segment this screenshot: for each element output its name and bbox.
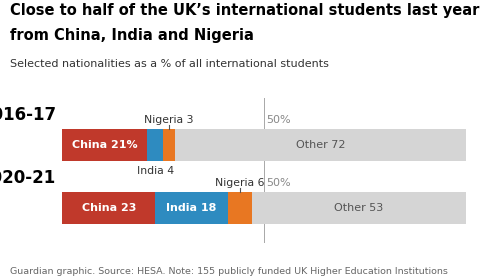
Text: 50%: 50% [266, 178, 291, 188]
Text: Nigeria 3: Nigeria 3 [144, 115, 194, 125]
Bar [147, 129, 163, 161]
Text: Other 53: Other 53 [334, 203, 384, 213]
Text: Nigeria 6: Nigeria 6 [215, 178, 264, 188]
Text: India 18: India 18 [166, 203, 216, 213]
Text: Selected nationalities as a % of all international students: Selected nationalities as a % of all int… [10, 59, 328, 69]
Text: 50%: 50% [266, 115, 291, 125]
Text: 2020-21: 2020-21 [0, 169, 56, 187]
Text: Close to half of the UK’s international students last year came: Close to half of the UK’s international … [10, 3, 480, 18]
Text: 2016-17: 2016-17 [0, 105, 56, 124]
Bar [62, 192, 155, 224]
Text: India 4: India 4 [137, 166, 174, 176]
Bar [155, 192, 228, 224]
Bar [252, 192, 466, 224]
Text: China 21%: China 21% [72, 140, 138, 150]
Text: China 23: China 23 [82, 203, 136, 213]
Text: Guardian graphic. Source: HESA. Note: 155 publicly funded UK Higher Education In: Guardian graphic. Source: HESA. Note: 15… [10, 267, 447, 276]
Bar [62, 129, 147, 161]
Bar [228, 192, 252, 224]
Text: Other 72: Other 72 [296, 140, 345, 150]
Bar [175, 129, 466, 161]
Text: from China, India and Nigeria: from China, India and Nigeria [10, 28, 253, 43]
Bar [163, 129, 175, 161]
